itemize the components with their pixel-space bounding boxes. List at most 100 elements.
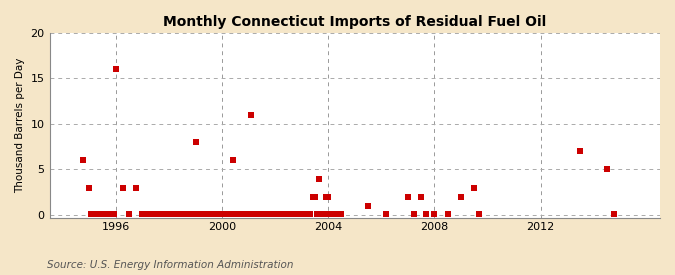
Point [301, 212, 312, 217]
Point [601, 167, 612, 172]
Y-axis label: Thousand Barrels per Day: Thousand Barrels per Day [15, 57, 25, 193]
Point [172, 212, 183, 217]
Point [148, 212, 159, 217]
Point [243, 212, 254, 217]
Point [182, 212, 192, 217]
Point [469, 185, 480, 190]
Text: Source: U.S. Energy Information Administration: Source: U.S. Energy Information Administ… [47, 260, 294, 270]
Point [139, 212, 150, 217]
Point [292, 212, 302, 217]
Point [97, 212, 108, 217]
Point [203, 212, 214, 217]
Point [331, 212, 342, 217]
Point [252, 212, 263, 217]
Point [321, 194, 331, 199]
Point [381, 212, 392, 217]
Point [223, 212, 234, 217]
Point [241, 212, 252, 217]
Point [175, 212, 186, 217]
Point [274, 212, 285, 217]
Point [316, 212, 327, 217]
Point [192, 212, 203, 217]
Point [239, 212, 250, 217]
Point [217, 212, 227, 217]
Point [157, 212, 168, 217]
Point [163, 212, 174, 217]
Point [159, 212, 170, 217]
Point [212, 212, 223, 217]
Point [263, 212, 274, 217]
Point [325, 212, 335, 217]
Point [256, 212, 267, 217]
Point [130, 185, 141, 190]
Point [305, 212, 316, 217]
Title: Monthly Connecticut Imports of Residual Fuel Oil: Monthly Connecticut Imports of Residual … [163, 15, 546, 29]
Point [265, 212, 276, 217]
Point [201, 212, 212, 217]
Point [279, 212, 290, 217]
Point [84, 185, 95, 190]
Point [416, 194, 427, 199]
Point [227, 158, 238, 163]
Point [442, 212, 453, 217]
Point [298, 212, 309, 217]
Point [99, 212, 110, 217]
Point [78, 158, 88, 163]
Point [196, 212, 207, 217]
Point [102, 212, 113, 217]
Point [456, 194, 466, 199]
Point [92, 212, 103, 217]
Point [310, 194, 321, 199]
Point [608, 212, 619, 217]
Point [109, 212, 119, 217]
Point [270, 212, 281, 217]
Point [259, 212, 269, 217]
Point [473, 212, 484, 217]
Point [429, 212, 440, 217]
Point [234, 212, 245, 217]
Point [190, 140, 201, 144]
Point [146, 212, 157, 217]
Point [272, 212, 283, 217]
Point [245, 113, 256, 117]
Point [294, 212, 305, 217]
Point [165, 212, 176, 217]
Point [261, 212, 272, 217]
Point [208, 212, 219, 217]
Point [303, 212, 314, 217]
Point [575, 149, 586, 153]
Point [281, 212, 292, 217]
Point [267, 212, 278, 217]
Point [168, 212, 179, 217]
Point [312, 212, 323, 217]
Point [250, 212, 261, 217]
Point [409, 212, 420, 217]
Point [186, 212, 196, 217]
Point [117, 185, 128, 190]
Point [210, 212, 221, 217]
Point [236, 212, 247, 217]
Point [225, 212, 236, 217]
Point [215, 212, 225, 217]
Point [362, 204, 373, 208]
Point [276, 212, 287, 217]
Point [137, 212, 148, 217]
Point [283, 212, 294, 217]
Point [421, 212, 431, 217]
Point [314, 176, 325, 181]
Point [188, 212, 199, 217]
Point [323, 194, 333, 199]
Point [177, 212, 188, 217]
Point [111, 67, 122, 72]
Point [290, 212, 300, 217]
Point [90, 212, 101, 217]
Point [88, 212, 99, 217]
Point [232, 212, 243, 217]
Point [334, 212, 345, 217]
Point [402, 194, 413, 199]
Point [184, 212, 194, 217]
Point [288, 212, 298, 217]
Point [219, 212, 230, 217]
Point [307, 194, 318, 199]
Point [161, 212, 172, 217]
